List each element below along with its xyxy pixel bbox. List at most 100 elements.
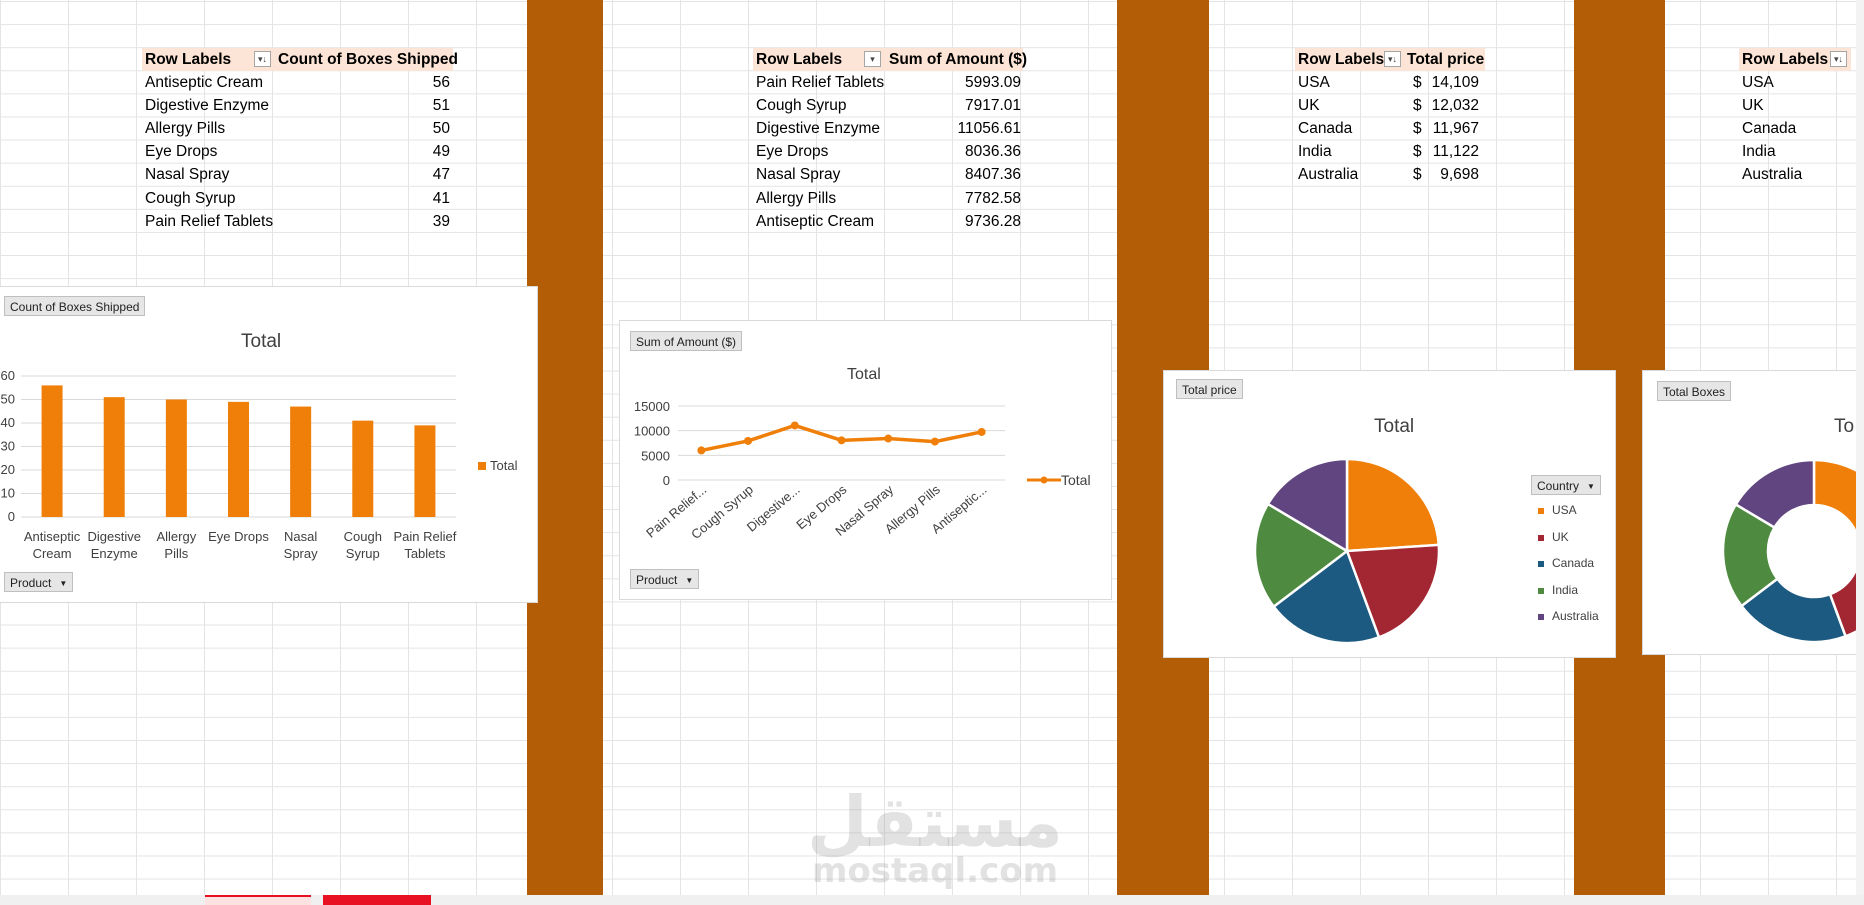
chart-title: Total <box>847 366 881 383</box>
bar-chart-boxes[interactable]: Count of Boxes Shipped Total 0 10 20 30 40 50… <box>0 286 538 603</box>
field-button-total-price[interactable]: Total price <box>1176 379 1243 399</box>
y-tick-label: 0 <box>8 509 15 524</box>
chart-title: Total <box>1374 416 1415 437</box>
x-tick-label: Antiseptic <box>24 529 81 544</box>
field-button-sum-amount[interactable]: Sum of Amount ($) <box>630 331 743 351</box>
x-tick-label: Tablets <box>404 546 446 561</box>
pie-chart-price[interactable]: Total price Total Country ▼ USA UK Canada In… <box>1163 370 1616 658</box>
legend-entry: USA <box>1538 503 1577 517</box>
bar <box>41 385 63 517</box>
currency-symbol: $ <box>1413 74 1422 91</box>
bar <box>165 399 187 517</box>
data-point <box>697 446 706 455</box>
y-tick-label: 30 <box>1 439 15 454</box>
pivot-row-label: Digestive Enzyme <box>145 97 270 115</box>
pivot-row-label: Allergy Pills <box>756 189 837 207</box>
field-button-label: Count of Boxes Shipped <box>10 300 140 314</box>
pie-slice <box>1345 457 1441 553</box>
pivot-row-value: 47 <box>432 166 450 184</box>
dropdown-arrow-icon: ▼ <box>685 576 694 585</box>
pivot-row-label: Cough Syrup <box>145 189 236 207</box>
sheet-tab-bar[interactable] <box>0 895 1864 905</box>
bar <box>290 406 312 517</box>
pivot-row-label: Antiseptic Cream <box>756 212 875 230</box>
field-button-total-boxes[interactable]: Total Boxes <box>1657 381 1732 401</box>
axis-field-button-product[interactable]: Product ▼ <box>4 572 74 592</box>
chart-title-partial: To <box>1834 416 1855 437</box>
pivot-header <box>753 48 1023 71</box>
pivot-row-value: 41 <box>432 189 450 207</box>
pivot-header <box>142 48 453 71</box>
pivot-row-value: 5993.09 <box>964 74 1021 91</box>
dropdown-arrow-icon: ▼ <box>59 579 68 588</box>
sort-filter-icon[interactable]: ▾↓ <box>1830 51 1847 67</box>
y-tick-label: 50 <box>1 392 15 407</box>
dropdown-arrow-icon: ▼ <box>1587 482 1595 491</box>
legend-label: India <box>1552 582 1579 597</box>
field-button-count-boxes[interactable]: Count of Boxes Shipped <box>4 296 146 316</box>
data-point <box>837 436 846 445</box>
legend-label: Total <box>490 458 518 473</box>
legend-entry: UK <box>1538 530 1569 544</box>
row-labels-header: Row Labels <box>1742 51 1829 68</box>
data-point <box>744 436 753 445</box>
pivot-row-label: Eye Drops <box>145 143 218 161</box>
chart-legend: Total <box>1027 472 1091 488</box>
pivot-row-value: 51 <box>432 97 450 115</box>
pie-slice <box>1253 502 1350 609</box>
pivot-row-label: Australia <box>1742 166 1803 184</box>
x-tick-label: Cream <box>33 546 72 561</box>
currency-symbol: $ <box>1413 166 1422 184</box>
legend-swatch <box>478 462 486 470</box>
pivot-row-value: 11056.61 <box>957 120 1022 138</box>
row-labels-header: Row Labels <box>145 51 232 68</box>
field-button-label: Product <box>636 573 678 587</box>
value-header: Count of Boxes Shipped <box>278 51 458 68</box>
legend-line-marker <box>1027 476 1061 484</box>
pivot-row-value: 9736.28 <box>964 212 1021 230</box>
watermark-logo: مستقل mostaql.com <box>800 787 1070 888</box>
row-labels-header: Row Labels <box>756 51 843 68</box>
pivot-row-label: UK <box>1298 97 1320 115</box>
chart-legend: Total <box>478 458 517 473</box>
pie-chart-plot <box>1253 457 1441 645</box>
sheet-tab-1[interactable] <box>205 895 311 905</box>
y-tick-label: 40 <box>1 415 15 430</box>
field-button-label: Total price <box>1182 383 1237 397</box>
pivot-row-value: 50 <box>432 120 450 138</box>
sort-filter-icon[interactable]: ▾↓ <box>254 51 271 67</box>
pivot-row-label: Eye Drops <box>756 143 829 161</box>
doughnut-slice <box>1812 458 1864 550</box>
y-tick-label: 15000 <box>634 399 670 414</box>
sheet-tab-2[interactable] <box>323 895 431 905</box>
bar <box>103 397 125 517</box>
y-tick-label: 10000 <box>634 424 670 439</box>
pivot-row-value: 8036.36 <box>964 143 1021 161</box>
legend-label: Canada <box>1552 556 1595 570</box>
line-chart-amount[interactable]: Sum of Amount ($) Total 0 5000 10000 15000 P… <box>619 320 1112 600</box>
doughnut-chart-plot <box>1721 458 1864 644</box>
x-tick-label: Nasal <box>284 529 317 544</box>
currency-symbol: $ <box>1413 120 1422 138</box>
vertical-scrollbar[interactable] <box>1856 0 1864 895</box>
legend-label: Total <box>1061 472 1091 488</box>
pivot-row-label: Digestive Enzyme <box>756 120 881 138</box>
legend-label: Australia <box>1552 609 1599 623</box>
pivot-row-value: 11,122 <box>1432 143 1479 161</box>
field-button-label: Sum of Amount ($) <box>636 335 737 349</box>
bar <box>414 425 436 517</box>
y-tick-label: 60 <box>1 368 15 383</box>
bar-chart-plot: 0 10 20 30 40 50 60 Antiseptic Cream Digestive Enz… <box>1 368 457 561</box>
legend-entry: Canada <box>1538 556 1594 570</box>
pivot-row-label: Cough Syrup <box>756 97 847 115</box>
sort-filter-icon[interactable]: ▾↓ <box>1384 51 1401 67</box>
legend-label: USA <box>1552 503 1577 517</box>
dropdown-icon[interactable]: ▾ <box>864 51 881 67</box>
axis-field-button-product[interactable]: Product ▼ <box>630 569 700 589</box>
legend-field-button-country[interactable]: Country ▼ <box>1531 475 1601 495</box>
x-tick-label: Eye Drops <box>208 529 269 544</box>
field-button-label: Product <box>10 576 52 590</box>
doughnut-chart-boxes[interactable]: Total Boxes To <box>1642 370 1864 655</box>
